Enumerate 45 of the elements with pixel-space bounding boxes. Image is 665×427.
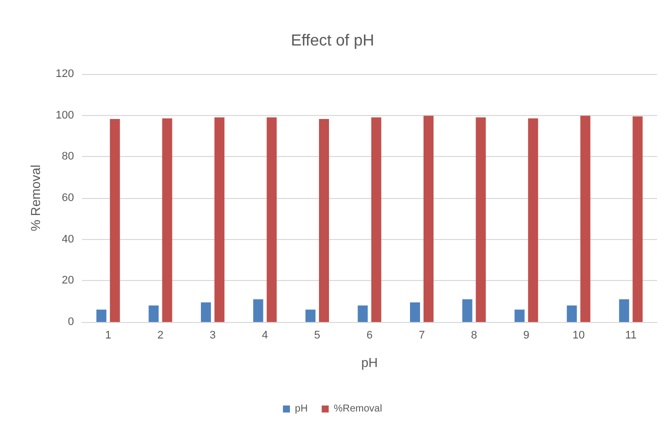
bar (214, 117, 224, 322)
bar (580, 116, 590, 322)
x-tick-label: 11 (625, 330, 637, 342)
bar (96, 310, 106, 322)
bar (358, 305, 368, 322)
x-axis-title: pH (361, 355, 378, 370)
x-tick-label: 10 (572, 330, 585, 342)
x-tick-label: 2 (157, 330, 164, 342)
bar (619, 299, 630, 322)
y-tick-label: 80 (62, 150, 74, 163)
x-tick-label: 7 (418, 330, 425, 342)
x-tick-label: 4 (262, 330, 268, 342)
bar (528, 118, 538, 322)
x-tick-label: 1 (105, 330, 112, 342)
x-tick-label: 3 (210, 330, 216, 342)
bar (462, 299, 472, 322)
x-tick-label: 9 (523, 330, 530, 342)
bar (514, 310, 525, 322)
legend-label: pH (294, 404, 308, 414)
bar (305, 310, 316, 322)
y-tick-label: 60 (62, 192, 74, 204)
x-tick-label: 6 (366, 330, 373, 342)
bar (566, 305, 577, 322)
bar (266, 117, 277, 322)
bar (162, 118, 172, 322)
x-tick-label: 8 (470, 330, 478, 342)
bar (253, 299, 264, 322)
bar (371, 117, 382, 322)
bar (476, 117, 486, 322)
y-tick-label: 120 (56, 68, 74, 80)
bar (410, 302, 420, 322)
bar (318, 119, 329, 322)
y-tick-label: 40 (62, 233, 74, 246)
bar (110, 119, 120, 322)
bar (200, 302, 211, 322)
legend-label: %Removal (334, 404, 382, 414)
bar (424, 116, 434, 322)
bar (148, 305, 159, 322)
x-tick-label: 5 (314, 330, 320, 342)
y-tick-label: 0 (68, 316, 74, 328)
y-axis-title: % Removal (28, 164, 43, 232)
chart-title: Effect of pH (290, 32, 374, 50)
y-tick-label: 20 (62, 274, 74, 287)
y-tick-label: 100 (56, 109, 74, 122)
bar (632, 116, 643, 322)
